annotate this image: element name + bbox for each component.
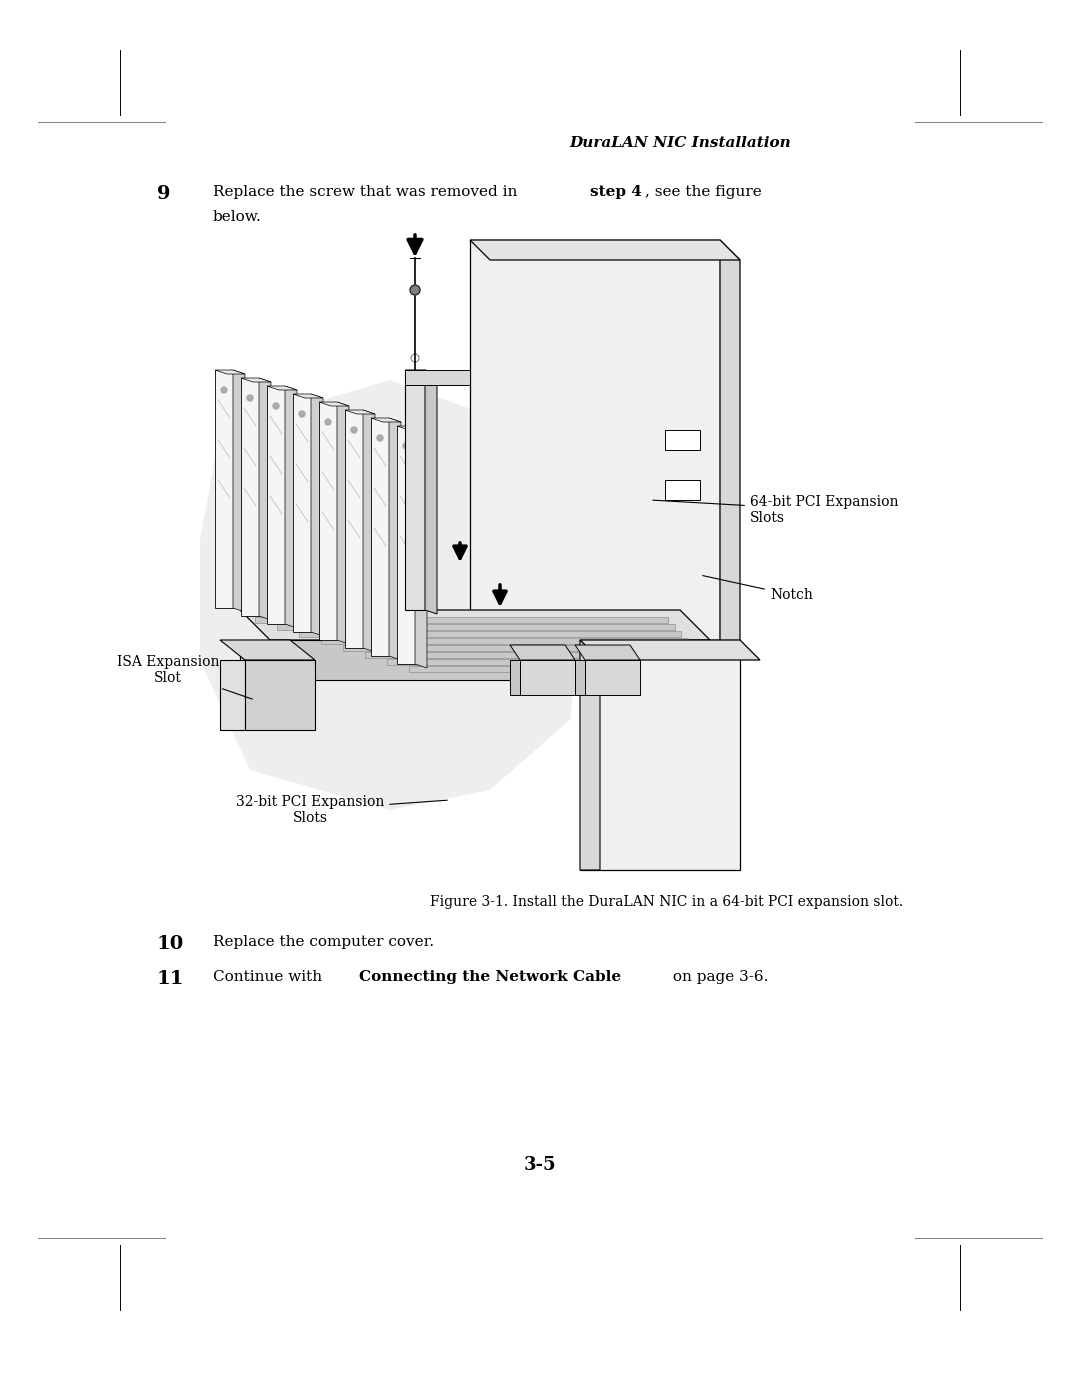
Polygon shape <box>267 386 297 390</box>
Polygon shape <box>510 645 575 659</box>
Text: below.: below. <box>213 210 261 224</box>
Text: step 4: step 4 <box>590 184 642 198</box>
Polygon shape <box>580 640 760 659</box>
Circle shape <box>299 411 305 416</box>
Polygon shape <box>220 659 245 731</box>
Polygon shape <box>245 659 315 731</box>
Polygon shape <box>240 640 270 680</box>
Polygon shape <box>720 240 740 659</box>
Text: Replace the computer cover.: Replace the computer cover. <box>213 935 434 949</box>
Polygon shape <box>372 418 401 422</box>
Text: 11: 11 <box>157 970 185 988</box>
Polygon shape <box>319 402 337 640</box>
Polygon shape <box>241 379 271 381</box>
Polygon shape <box>426 370 437 615</box>
Polygon shape <box>580 640 740 870</box>
Text: 32-bit PCI Expansion
Slots: 32-bit PCI Expansion Slots <box>235 795 447 826</box>
Circle shape <box>377 434 383 441</box>
Polygon shape <box>405 370 470 386</box>
Circle shape <box>247 395 253 401</box>
Text: 3-5: 3-5 <box>524 1155 556 1173</box>
Polygon shape <box>285 386 297 629</box>
Polygon shape <box>363 409 375 652</box>
Text: Figure 3-1. Install the DuraLAN NIC in a 64-bit PCI expansion slot.: Figure 3-1. Install the DuraLAN NIC in a… <box>430 895 903 909</box>
Polygon shape <box>293 394 311 631</box>
Polygon shape <box>255 617 669 623</box>
Polygon shape <box>220 640 315 659</box>
Text: DuraLAN NIC Installation: DuraLAN NIC Installation <box>569 136 791 149</box>
Polygon shape <box>233 370 245 612</box>
Polygon shape <box>276 624 675 630</box>
Polygon shape <box>409 666 714 672</box>
Polygon shape <box>470 240 720 640</box>
Text: ISA Expansion
Slot: ISA Expansion Slot <box>117 655 253 698</box>
Circle shape <box>221 387 227 393</box>
Text: Continue with: Continue with <box>213 970 327 983</box>
Polygon shape <box>470 240 740 260</box>
Circle shape <box>403 443 409 448</box>
Polygon shape <box>405 370 426 610</box>
Polygon shape <box>215 370 245 374</box>
Polygon shape <box>267 386 285 624</box>
Polygon shape <box>665 481 700 500</box>
Polygon shape <box>397 426 427 430</box>
Circle shape <box>351 427 357 433</box>
Polygon shape <box>311 394 323 636</box>
Polygon shape <box>240 610 710 640</box>
Polygon shape <box>665 430 700 450</box>
Polygon shape <box>405 370 437 374</box>
Text: 9: 9 <box>157 184 171 203</box>
Polygon shape <box>343 645 694 651</box>
Polygon shape <box>389 418 401 659</box>
Polygon shape <box>345 409 363 648</box>
Circle shape <box>273 402 279 409</box>
Polygon shape <box>321 638 688 644</box>
Polygon shape <box>299 631 681 637</box>
Polygon shape <box>575 645 640 659</box>
Text: 64-bit PCI Expansion
Slots: 64-bit PCI Expansion Slots <box>652 495 899 525</box>
Text: Notch: Notch <box>703 576 813 602</box>
Polygon shape <box>259 379 271 620</box>
Polygon shape <box>337 402 349 644</box>
Polygon shape <box>270 640 710 680</box>
Text: on page 3-6.: on page 3-6. <box>669 970 768 983</box>
Polygon shape <box>510 659 519 694</box>
Polygon shape <box>415 426 427 668</box>
Polygon shape <box>319 402 349 407</box>
Polygon shape <box>241 379 259 616</box>
Text: Connecting the Network Cable: Connecting the Network Cable <box>359 970 621 983</box>
Polygon shape <box>580 640 600 870</box>
Polygon shape <box>293 394 323 398</box>
Polygon shape <box>200 380 590 810</box>
Polygon shape <box>365 652 701 658</box>
Polygon shape <box>585 659 640 694</box>
Circle shape <box>410 285 420 295</box>
Polygon shape <box>397 426 415 664</box>
Text: Replace the screw that was removed in: Replace the screw that was removed in <box>213 184 523 198</box>
Polygon shape <box>519 659 575 694</box>
Polygon shape <box>215 370 233 608</box>
Polygon shape <box>345 409 375 414</box>
Polygon shape <box>387 659 707 665</box>
Circle shape <box>325 419 330 425</box>
Text: 10: 10 <box>157 935 185 953</box>
Polygon shape <box>372 418 389 657</box>
Text: , see the figure: , see the figure <box>645 184 761 198</box>
Polygon shape <box>575 659 585 694</box>
